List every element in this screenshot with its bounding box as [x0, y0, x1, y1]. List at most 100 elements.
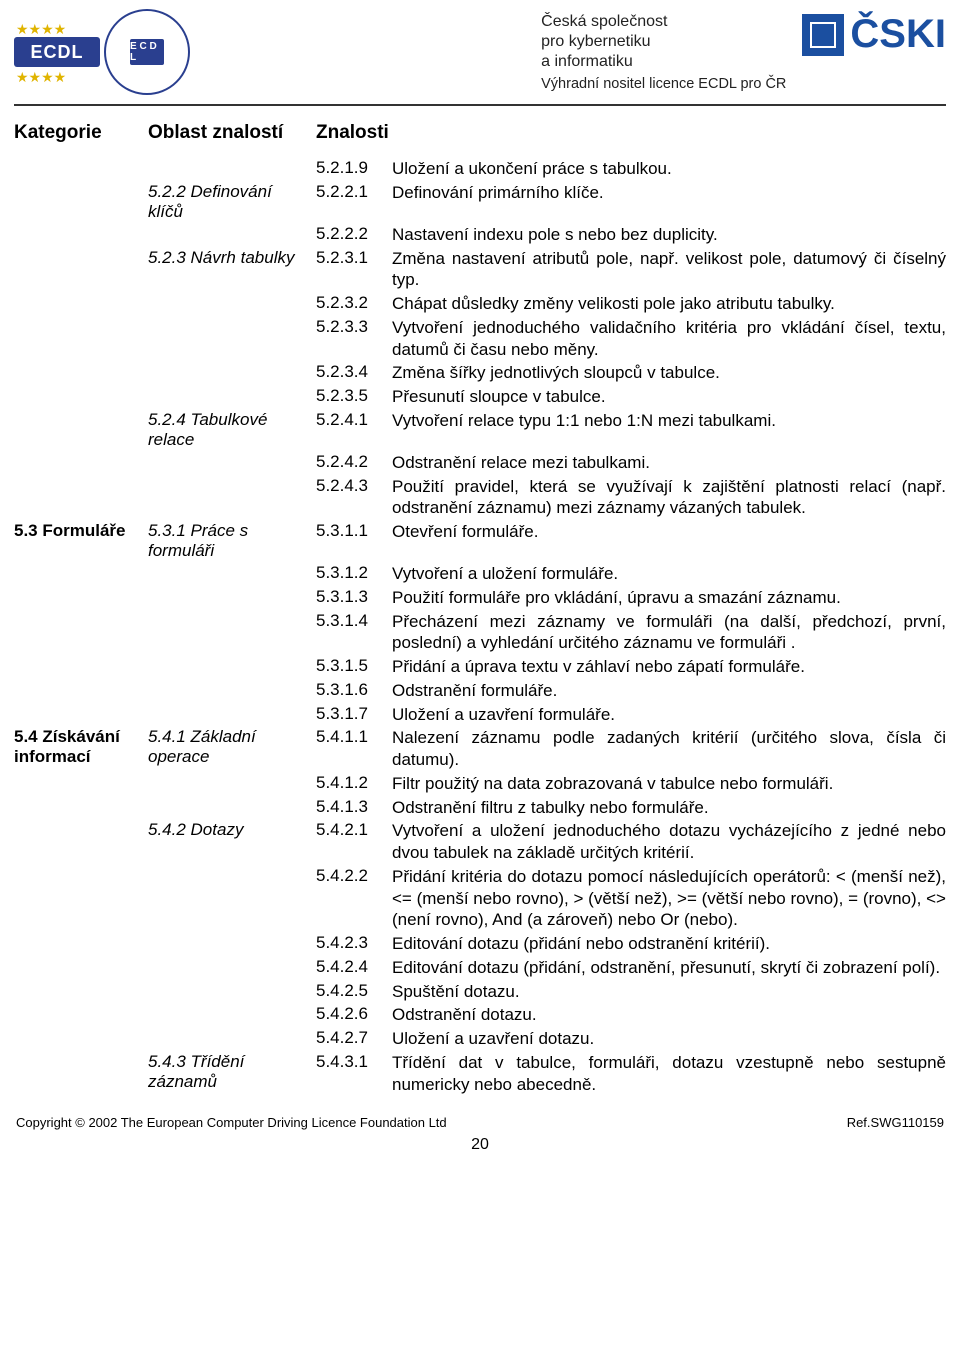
- cell-description: Přidání a úprava textu v záhlaví nebo zá…: [392, 656, 946, 678]
- cell-number: 5.2.3.3: [316, 317, 392, 337]
- table-row: 5.2.4.2Odstranění relace mezi tabulkami.: [14, 452, 946, 474]
- cski-logo-icon: ČSKI: [802, 12, 946, 57]
- cell-number: 5.3.1.1: [316, 521, 392, 541]
- cell-number: 5.2.2.2: [316, 224, 392, 244]
- cell-description: Otevření formuláře.: [392, 521, 946, 543]
- table-row: 5.3.1.6Odstranění formuláře.: [14, 680, 946, 702]
- cell-number: 5.3.1.4: [316, 611, 392, 631]
- table-row: 5.4.1.2Filtr použitý na data zobrazovaná…: [14, 773, 946, 795]
- table-row: 5.3.1.7Uložení a uzavření formuláře.: [14, 704, 946, 726]
- cell-oblast: 5.4.1 Základní operace: [148, 727, 316, 767]
- cell-number: 5.2.1.9: [316, 158, 392, 178]
- cell-number: 5.2.3.5: [316, 386, 392, 406]
- ecdl-badge-icon: ★★★★ ECDL ★★★★: [14, 21, 100, 83]
- table-row: 5.2.1.9Uložení a ukončení práce s tabulk…: [14, 158, 946, 180]
- cell-description: Odstranění relace mezi tabulkami.: [392, 452, 946, 474]
- syllabus-table: 5.2.1.9Uložení a ukončení práce s tabulk…: [14, 158, 946, 1095]
- cell-description: Uložení a uzavření dotazu.: [392, 1028, 946, 1050]
- column-headers: Kategorie Oblast znalostí Znalosti: [14, 122, 946, 144]
- cell-number: 5.4.1.3: [316, 797, 392, 817]
- cell-description: Vytvoření jednoduchého validačního krité…: [392, 317, 946, 361]
- cell-oblast: 5.2.4 Tabulkové relace: [148, 410, 316, 450]
- cell-number: 5.2.4.2: [316, 452, 392, 472]
- table-row: 5.2.3.5Přesunutí sloupce v tabulce.: [14, 386, 946, 408]
- table-row: 5.2.3 Návrh tabulky5.2.3.1Změna nastaven…: [14, 248, 946, 292]
- cell-description: Třídění dat v tabulce, formuláři, dotazu…: [392, 1052, 946, 1096]
- page-header: ★★★★ ECDL ★★★★ E C D L Česká společnost …: [14, 0, 946, 100]
- cell-number: 5.4.2.7: [316, 1028, 392, 1048]
- cell-number: 5.3.1.5: [316, 656, 392, 676]
- cski-block: Česká společnost pro kybernetiku a infor…: [541, 12, 946, 92]
- cell-description: Nalezení záznamu podle zadaných kritérií…: [392, 727, 946, 771]
- table-row: 5.4.2 Dotazy5.4.2.1Vytvoření a uložení j…: [14, 820, 946, 864]
- org-name-line1: Česká společnost: [541, 12, 786, 32]
- table-row: 5.3.1.4Přecházení mezi záznamy ve formul…: [14, 611, 946, 655]
- cell-number: 5.4.2.3: [316, 933, 392, 953]
- cell-oblast: 5.3.1 Práce s formuláři: [148, 521, 316, 561]
- cell-number: 5.2.4.3: [316, 476, 392, 496]
- table-row: 5.2.3.3Vytvoření jednoduchého validačníh…: [14, 317, 946, 361]
- cell-oblast: 5.4.2 Dotazy: [148, 820, 316, 840]
- cell-number: 5.2.2.1: [316, 182, 392, 202]
- cell-description: Odstranění dotazu.: [392, 1004, 946, 1026]
- cell-number: 5.4.2.6: [316, 1004, 392, 1024]
- org-name-line2: pro kybernetiku: [541, 32, 786, 52]
- header-divider: [14, 104, 946, 106]
- cell-description: Definování primárního klíče.: [392, 182, 946, 204]
- table-row: 5.4.1.3Odstranění filtru z tabulky nebo …: [14, 797, 946, 819]
- cell-number: 5.4.1.2: [316, 773, 392, 793]
- cell-number: 5.3.1.3: [316, 587, 392, 607]
- cell-description: Uložení a ukončení práce s tabulkou.: [392, 158, 946, 180]
- cell-description: Přidání kritéria do dotazu pomocí násled…: [392, 866, 946, 931]
- cell-description: Použití formuláře pro vkládání, úpravu a…: [392, 587, 946, 609]
- footer-ref: Ref.SWG110159: [847, 1115, 944, 1130]
- table-row: 5.3.1.5Přidání a úprava textu v záhlaví …: [14, 656, 946, 678]
- cell-description: Nastavení indexu pole s nebo bez duplici…: [392, 224, 946, 246]
- cell-description: Editování dotazu (přidání nebo odstraněn…: [392, 933, 946, 955]
- cell-oblast: 5.4.3 Třídění záznamů: [148, 1052, 316, 1092]
- table-row: 5.3.1.2Vytvoření a uložení formuláře.: [14, 563, 946, 585]
- cell-description: Vytvoření relace typu 1:1 nebo 1:N mezi …: [392, 410, 946, 432]
- cell-number: 5.4.2.5: [316, 981, 392, 1001]
- table-row: 5.2.4.3Použití pravidel, která se využív…: [14, 476, 946, 520]
- cell-description: Použití pravidel, která se využívají k z…: [392, 476, 946, 520]
- table-row: 5.2.3.2Chápat důsledky změny velikosti p…: [14, 293, 946, 315]
- table-row: 5.2.2.2Nastavení indexu pole s nebo bez …: [14, 224, 946, 246]
- cell-number: 5.3.1.6: [316, 680, 392, 700]
- cell-description: Chápat důsledky změny velikosti pole jak…: [392, 293, 946, 315]
- cell-number: 5.4.2.2: [316, 866, 392, 886]
- cell-description: Změna šířky jednotlivých sloupců v tabul…: [392, 362, 946, 384]
- cell-number: 5.3.1.7: [316, 704, 392, 724]
- cell-number: 5.4.2.4: [316, 957, 392, 977]
- cell-description: Odstranění filtru z tabulky nebo formulá…: [392, 797, 946, 819]
- cell-number: 5.4.3.1: [316, 1052, 392, 1072]
- cell-description: Editování dotazu (přidání, odstranění, p…: [392, 957, 946, 979]
- cell-number: 5.4.2.1: [316, 820, 392, 840]
- table-row: 5.4.2.6Odstranění dotazu.: [14, 1004, 946, 1026]
- col-header-znalosti: Znalosti: [316, 122, 389, 144]
- cell-kategorie: 5.4 Získávání informací: [14, 727, 148, 767]
- tagline: Výhradní nositel licence ECDL pro ČR: [541, 76, 786, 92]
- page-footer: Copyright © 2002 The European Computer D…: [14, 1115, 946, 1130]
- table-row: 5.4.3 Třídění záznamů5.4.3.1Třídění dat …: [14, 1052, 946, 1096]
- cell-oblast: 5.2.3 Návrh tabulky: [148, 248, 316, 268]
- ecdl-logos: ★★★★ ECDL ★★★★ E C D L: [14, 9, 190, 95]
- table-row: 5.2.4 Tabulkové relace5.2.4.1Vytvoření r…: [14, 410, 946, 450]
- cell-kategorie: 5.3 Formuláře: [14, 521, 148, 541]
- table-row: 5.4 Získávání informací5.4.1 Základní op…: [14, 727, 946, 771]
- cell-number: 5.2.3.1: [316, 248, 392, 268]
- table-row: 5.2.2 Definování klíčů5.2.2.1Definování …: [14, 182, 946, 222]
- page-number: 20: [14, 1136, 946, 1154]
- table-row: 5.3.1.3Použití formuláře pro vkládání, ú…: [14, 587, 946, 609]
- cell-number: 5.2.3.4: [316, 362, 392, 382]
- cell-description: Přecházení mezi záznamy ve formuláři (na…: [392, 611, 946, 655]
- col-header-oblast: Oblast znalostí: [148, 122, 316, 144]
- org-name-line3: a informatiku: [541, 52, 786, 72]
- cell-oblast: 5.2.2 Definování klíčů: [148, 182, 316, 222]
- cell-description: Vytvoření a uložení jednoduchého dotazu …: [392, 820, 946, 864]
- table-row: 5.4.2.2Přidání kritéria do dotazu pomocí…: [14, 866, 946, 931]
- cell-description: Odstranění formuláře.: [392, 680, 946, 702]
- cell-number: 5.2.4.1: [316, 410, 392, 430]
- cell-description: Filtr použitý na data zobrazovaná v tabu…: [392, 773, 946, 795]
- cell-description: Změna nastavení atributů pole, např. vel…: [392, 248, 946, 292]
